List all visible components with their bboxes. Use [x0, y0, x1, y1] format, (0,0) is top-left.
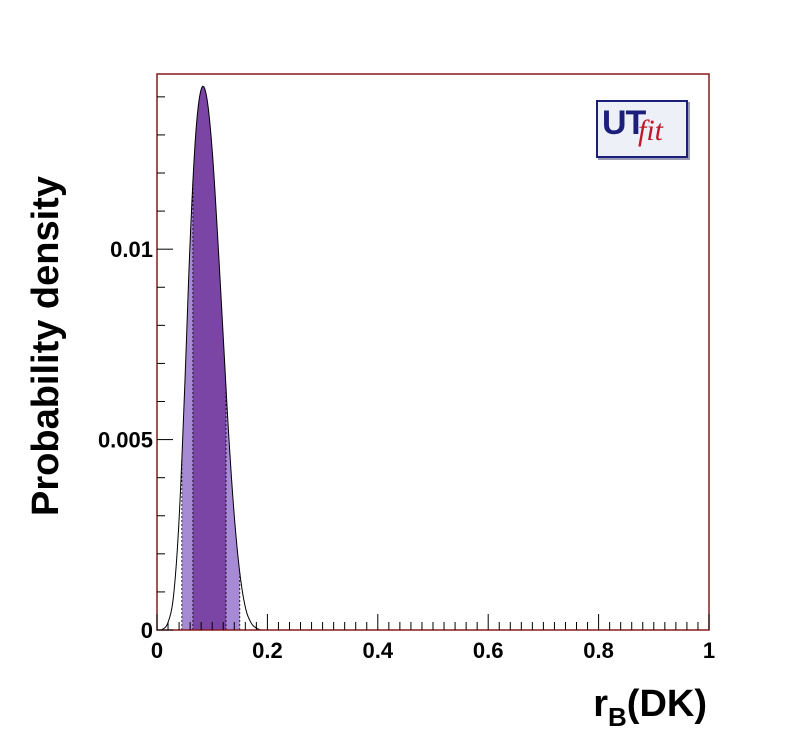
band-68 — [192, 86, 226, 630]
x-tick-label: 0.2 — [252, 638, 283, 663]
logo-text-fit: fit — [638, 114, 664, 147]
band-boundaries — [181, 181, 241, 630]
x-axis-title-subscript: B — [608, 702, 627, 732]
x-tick-label: 1 — [703, 638, 715, 663]
x-tick-label: 0 — [151, 638, 163, 663]
x-axis-ticks — [156, 614, 710, 630]
x-axis-title-rest: (DK) — [627, 683, 707, 725]
y-tick-label: 0.01 — [110, 237, 153, 262]
x-axis-title: rB(DK) — [593, 683, 707, 732]
y-axis-title: Probability density — [25, 176, 67, 516]
x-tick-label: 0.6 — [473, 638, 504, 663]
logo-text-ut: UT — [602, 104, 646, 142]
y-tick-label: 0 — [141, 618, 153, 643]
credible-bands — [181, 86, 240, 630]
x-axis-title-main: r — [593, 683, 608, 725]
x-tick-label: 0.8 — [583, 638, 614, 663]
y-axis-ticks — [157, 96, 173, 631]
x-tick-label: 0.4 — [363, 638, 394, 663]
density-curve — [159, 85, 267, 631]
utfit-logo: UT fit — [596, 100, 688, 158]
x-axis-tick-labels: 0 0.2 0.4 0.6 0.8 1 — [151, 638, 715, 663]
y-tick-label: 0.005 — [98, 428, 153, 453]
y-axis-tick-labels: 0 0.005 0.01 — [98, 237, 153, 643]
